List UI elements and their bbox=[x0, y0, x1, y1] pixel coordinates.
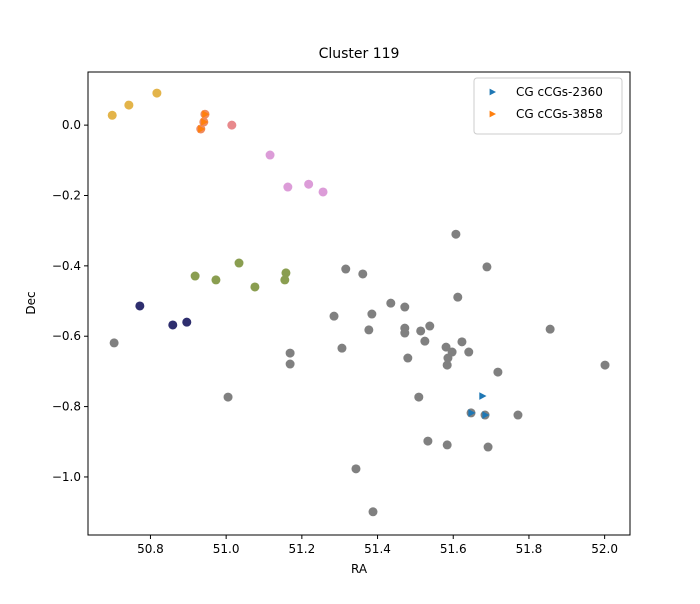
legend: CG cCGs-2360 CG cCGs-3858 bbox=[473, 77, 623, 135]
x-tick-label: 51.2 bbox=[288, 542, 315, 556]
point bbox=[368, 507, 378, 517]
y-tick-label: −0.4 bbox=[52, 259, 81, 273]
point bbox=[482, 411, 490, 419]
point bbox=[443, 353, 453, 363]
point bbox=[250, 282, 260, 292]
point bbox=[482, 262, 492, 272]
point bbox=[483, 442, 493, 452]
point bbox=[364, 325, 374, 335]
point bbox=[124, 100, 134, 110]
x-tick-label: 51.8 bbox=[516, 542, 543, 556]
legend-label: CG cCGs-3858 bbox=[516, 107, 603, 121]
point bbox=[358, 269, 368, 279]
point bbox=[329, 311, 339, 321]
axes-frame bbox=[87, 71, 631, 536]
y-tick-label: −0.2 bbox=[52, 188, 81, 202]
legend-marker bbox=[489, 110, 496, 118]
point bbox=[468, 409, 476, 417]
point bbox=[223, 392, 233, 402]
point bbox=[351, 464, 361, 474]
point bbox=[135, 301, 145, 311]
point bbox=[281, 268, 291, 278]
y-tick-label: −1.0 bbox=[52, 470, 81, 484]
point bbox=[442, 440, 452, 450]
point bbox=[441, 342, 451, 352]
point bbox=[423, 436, 433, 446]
point bbox=[285, 348, 295, 358]
point bbox=[152, 88, 162, 98]
point bbox=[109, 338, 119, 348]
point bbox=[202, 110, 210, 119]
point bbox=[457, 337, 467, 347]
point bbox=[400, 328, 410, 338]
point bbox=[211, 275, 221, 285]
x-tick-label: 52.0 bbox=[591, 542, 618, 556]
point bbox=[367, 309, 377, 319]
point bbox=[416, 326, 426, 336]
point bbox=[198, 125, 206, 133]
point bbox=[280, 275, 290, 285]
point bbox=[464, 347, 474, 357]
legend-box bbox=[473, 77, 623, 135]
point bbox=[304, 179, 314, 189]
point bbox=[600, 360, 610, 370]
point bbox=[403, 353, 413, 363]
y-tick-label: −0.8 bbox=[52, 400, 81, 414]
point bbox=[425, 321, 435, 331]
x-tick-label: 51.0 bbox=[213, 542, 240, 556]
x-tick-label: 51.4 bbox=[364, 542, 391, 556]
point bbox=[414, 392, 424, 402]
point bbox=[227, 120, 237, 130]
point bbox=[318, 187, 328, 197]
point bbox=[283, 182, 293, 192]
point bbox=[442, 360, 452, 370]
point bbox=[453, 292, 463, 302]
legend-label: CG cCGs-2360 bbox=[516, 85, 603, 99]
x-tick-label: 51.6 bbox=[440, 542, 467, 556]
point bbox=[337, 343, 347, 353]
point bbox=[451, 229, 461, 239]
plot-area bbox=[107, 88, 610, 517]
point bbox=[190, 271, 200, 281]
y-tick-label: −0.6 bbox=[52, 329, 81, 343]
legend-marker bbox=[489, 88, 496, 96]
y-tick-label: 0.0 bbox=[62, 118, 81, 132]
x-tick-label: 50.8 bbox=[137, 542, 164, 556]
chart-title: Cluster 119 bbox=[319, 46, 400, 62]
point bbox=[201, 118, 209, 126]
point bbox=[400, 302, 410, 312]
point bbox=[234, 258, 244, 268]
point bbox=[493, 367, 503, 377]
x-axis-label: RA bbox=[351, 562, 368, 576]
point bbox=[265, 150, 275, 160]
point bbox=[420, 336, 430, 346]
point bbox=[341, 264, 351, 274]
point bbox=[513, 410, 523, 420]
point bbox=[479, 392, 487, 400]
point bbox=[545, 324, 555, 334]
point bbox=[182, 317, 192, 327]
point bbox=[285, 359, 295, 369]
point bbox=[168, 320, 178, 330]
point bbox=[386, 298, 396, 308]
y-axis-label: Dec bbox=[24, 291, 38, 314]
point bbox=[107, 110, 117, 120]
